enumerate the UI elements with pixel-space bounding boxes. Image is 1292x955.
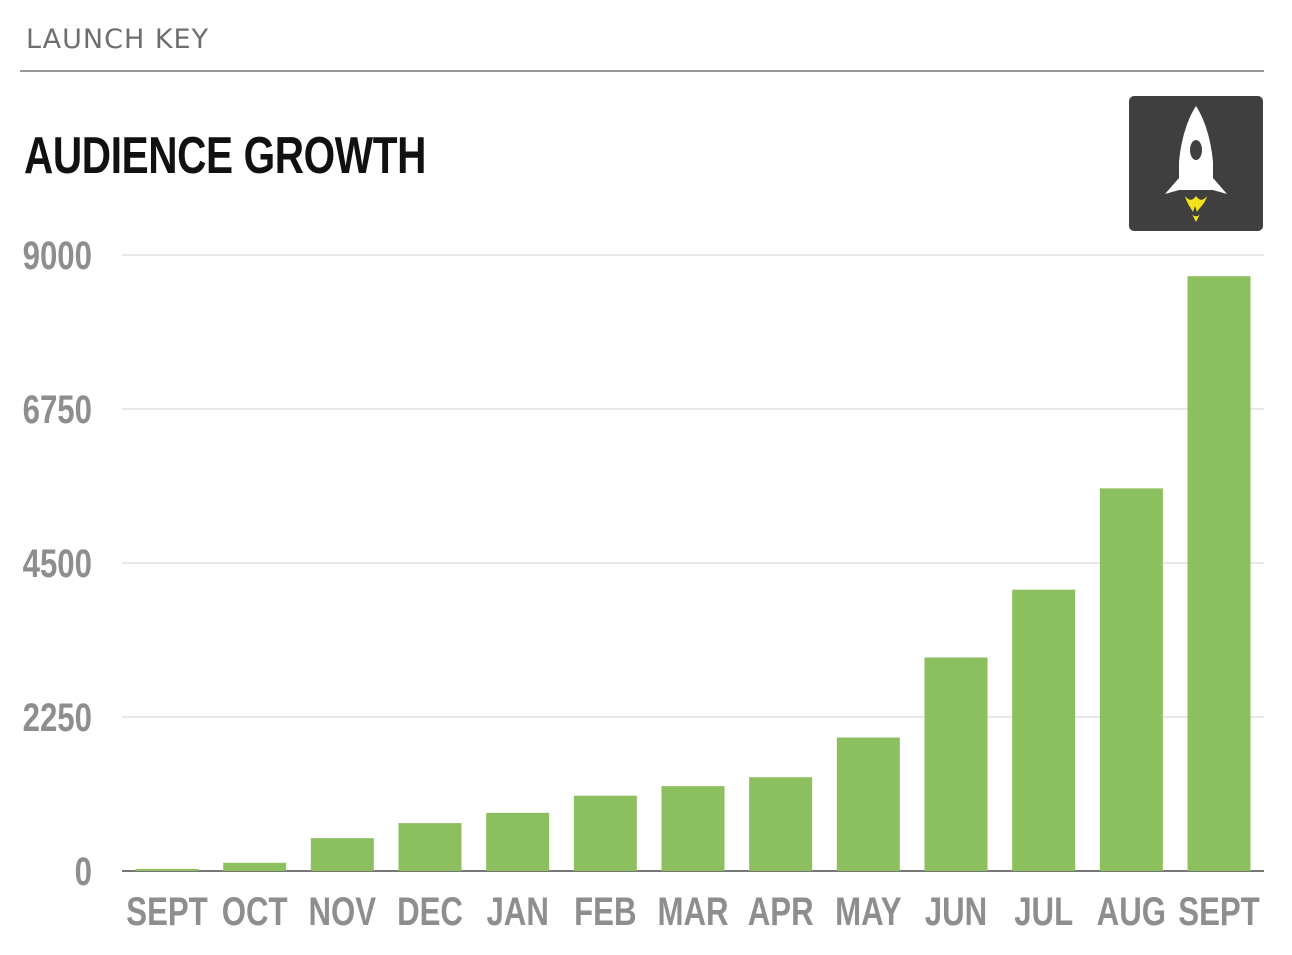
y-axis-ticks: 0 2250 4500 6750 9000 bbox=[23, 233, 92, 894]
bar-aug-11 bbox=[1099, 488, 1163, 871]
rocket-logo bbox=[1129, 96, 1263, 231]
bar-jan-4 bbox=[486, 812, 550, 871]
rocket-window bbox=[1190, 140, 1202, 160]
bars bbox=[135, 276, 1251, 871]
bar-jul-10 bbox=[1012, 589, 1076, 871]
x-tick-label: JUL bbox=[1014, 889, 1073, 934]
bar-apr-7 bbox=[749, 777, 813, 871]
x-tick-label: SEPT bbox=[1178, 889, 1260, 934]
x-tick-label: SEPT bbox=[126, 889, 208, 934]
x-tick-label: JAN bbox=[486, 889, 548, 934]
bar-jun-9 bbox=[924, 657, 988, 871]
x-tick-label: FEB bbox=[574, 889, 636, 934]
bar-dec-3 bbox=[398, 823, 462, 871]
x-tick-label: DEC bbox=[397, 889, 463, 934]
x-tick-label: APR bbox=[748, 889, 814, 934]
y-tick-label: 6750 bbox=[23, 387, 92, 432]
bar-sept-12 bbox=[1187, 276, 1251, 871]
grid-layer bbox=[122, 254, 1264, 872]
x-tick-label: JUN bbox=[925, 889, 987, 934]
bar-sept-0 bbox=[135, 868, 199, 871]
y-tick-label: 2250 bbox=[23, 695, 92, 740]
bar-mar-6 bbox=[661, 786, 725, 871]
x-tick-label: MAY bbox=[835, 889, 902, 934]
rocket-flame-core bbox=[1192, 214, 1200, 222]
rocket-flame bbox=[1185, 196, 1207, 212]
x-tick-label: MAR bbox=[657, 889, 728, 934]
y-tick-label: 0 bbox=[75, 849, 92, 894]
brand-label: LAUNCH KEY bbox=[26, 24, 210, 55]
x-axis-ticks: SEPT OCT NOV DEC JAN FEB MAR APR MAY JUN JUL AUG SEP… bbox=[126, 889, 1260, 934]
rocket-icon bbox=[1165, 106, 1227, 222]
bar-may-8 bbox=[836, 737, 900, 871]
header-divider bbox=[20, 70, 1264, 72]
x-tick-label: AUG bbox=[1097, 889, 1166, 934]
x-tick-label: NOV bbox=[309, 889, 377, 934]
x-tick-label: OCT bbox=[222, 889, 288, 934]
bar-nov-2 bbox=[310, 838, 374, 871]
chart-title: AUDIENCE GROWTH bbox=[24, 127, 426, 185]
bar-oct-1 bbox=[223, 862, 287, 871]
bar-feb-5 bbox=[573, 795, 637, 871]
y-tick-label: 9000 bbox=[23, 233, 92, 278]
y-tick-label: 4500 bbox=[23, 541, 92, 586]
